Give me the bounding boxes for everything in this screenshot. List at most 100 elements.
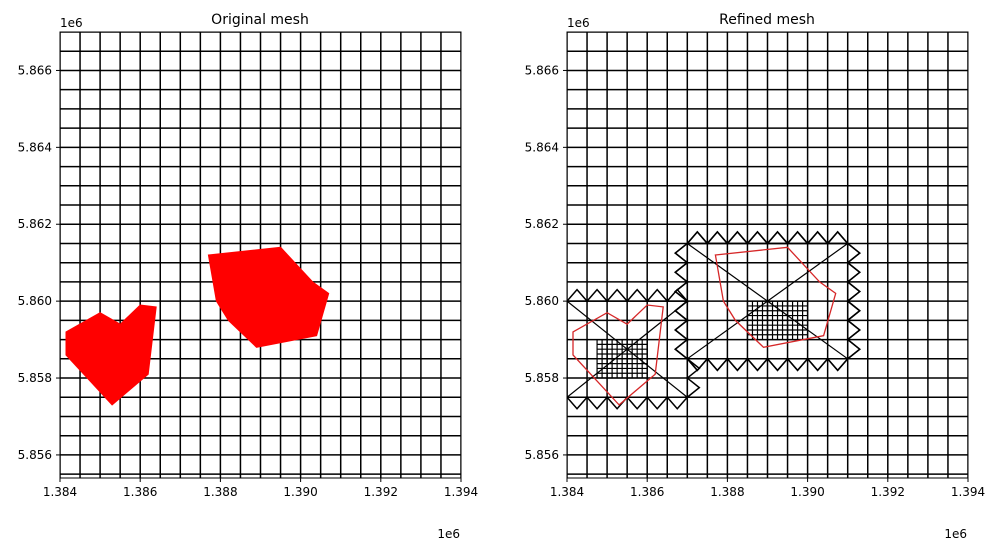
axes-frame bbox=[566, 31, 969, 479]
transition-triangle bbox=[686, 358, 708, 372]
transition-triangle bbox=[674, 262, 688, 283]
transition-triangle bbox=[807, 230, 829, 244]
x-tick-label: 1.392 bbox=[871, 485, 905, 499]
transition-triangle bbox=[706, 230, 728, 244]
y-tick-label: 5.858 bbox=[18, 371, 52, 385]
x-tick-label: 1.390 bbox=[283, 485, 317, 499]
y-offset-label: 1e6 bbox=[567, 16, 590, 30]
transition-triangle bbox=[726, 358, 749, 372]
tick-layer: 1.384 1.386 1.388 1.390 1.392 1.394 5.856 5.858… bbox=[525, 63, 986, 499]
transition-triangle bbox=[847, 262, 861, 283]
transition-triangle bbox=[674, 242, 688, 264]
x-tick-label: 1.384 bbox=[43, 485, 77, 499]
transition-triangle bbox=[606, 288, 628, 302]
transition-triangle bbox=[847, 339, 861, 360]
y-tick-label: 5.866 bbox=[18, 63, 52, 77]
transition-triangle bbox=[567, 339, 568, 359]
region-outline bbox=[714, 246, 837, 349]
transition-triangle bbox=[766, 230, 789, 244]
transition-triangle bbox=[786, 358, 809, 372]
x-tick-label: 1.386 bbox=[123, 485, 157, 499]
polygon-layer bbox=[65, 246, 330, 406]
transition-triangle bbox=[786, 230, 809, 244]
y-tick-label: 5.866 bbox=[525, 63, 559, 77]
y-tick-label: 5.862 bbox=[18, 217, 52, 231]
region-outline bbox=[572, 304, 664, 406]
x-offset-label: 1e6 bbox=[944, 527, 967, 541]
region-polygon bbox=[207, 246, 330, 348]
transition-triangle bbox=[706, 358, 728, 372]
transition-triangle bbox=[666, 396, 688, 410]
transition-triangle bbox=[674, 281, 688, 302]
transition-triangle bbox=[706, 230, 728, 244]
transition-triangle bbox=[686, 230, 708, 244]
transition-triangle bbox=[766, 358, 789, 372]
y-tick-label: 5.858 bbox=[525, 371, 559, 385]
transition-triangle bbox=[746, 230, 769, 244]
transition-triangle bbox=[847, 339, 861, 360]
transition-triangle bbox=[674, 300, 688, 321]
refined-diagonal bbox=[686, 242, 768, 302]
transition-triangle bbox=[674, 242, 688, 264]
transition-triangle bbox=[646, 396, 668, 410]
chart-title: Original mesh bbox=[211, 12, 309, 28]
y-tick-label: 5.864 bbox=[18, 140, 52, 154]
y-tick-label: 5.856 bbox=[525, 448, 559, 462]
transition-triangle bbox=[827, 230, 849, 244]
transition-triangle bbox=[847, 262, 861, 283]
transition-triangle bbox=[567, 396, 588, 410]
transition-triangle bbox=[726, 230, 749, 244]
transition-triangle bbox=[706, 358, 728, 372]
x-tick-label: 1.394 bbox=[951, 485, 985, 499]
axes-frame bbox=[59, 31, 462, 479]
transition-triangle bbox=[726, 358, 749, 372]
transition-triangle bbox=[674, 319, 688, 341]
transition-triangle bbox=[807, 358, 829, 372]
transition-triangle bbox=[766, 230, 789, 244]
transition-triangle bbox=[674, 339, 688, 360]
transition-triangle bbox=[827, 358, 849, 372]
transition-triangle bbox=[847, 300, 861, 321]
transition-triangle bbox=[746, 358, 769, 372]
transition-triangle bbox=[567, 288, 588, 302]
transition-triangle bbox=[686, 230, 708, 244]
transition-triangle bbox=[847, 319, 861, 341]
transition-triangle bbox=[746, 230, 769, 244]
transition-triangle bbox=[847, 242, 861, 264]
transition-triangle bbox=[646, 288, 668, 302]
x-tick-label: 1.392 bbox=[364, 485, 398, 499]
polygon-layer bbox=[572, 246, 837, 406]
transition-triangle bbox=[807, 230, 829, 244]
mesh-grid bbox=[60, 32, 461, 478]
x-tick-label: 1.388 bbox=[710, 485, 744, 499]
transition-triangle bbox=[786, 358, 809, 372]
y-tick-label: 5.856 bbox=[18, 448, 52, 462]
x-tick-label: 1.384 bbox=[550, 485, 584, 499]
transition-triangle bbox=[847, 281, 861, 302]
x-offset-label: 1e6 bbox=[437, 527, 460, 541]
transition-triangle bbox=[847, 281, 861, 302]
transition-triangle bbox=[766, 358, 789, 372]
y-tick-label: 5.860 bbox=[18, 294, 52, 308]
refined-mesh-panel: Refined mesh 1e6 1e6 1.384 1.386 1.388 1.39… bbox=[525, 12, 986, 541]
x-tick-label: 1.386 bbox=[630, 485, 664, 499]
transition-triangle bbox=[726, 230, 749, 244]
y-tick-label: 5.860 bbox=[525, 294, 559, 308]
transition-triangle bbox=[847, 242, 861, 264]
transition-triangle bbox=[586, 396, 608, 410]
transition-triangle bbox=[626, 396, 648, 410]
chart-title: Refined mesh bbox=[719, 12, 815, 28]
y-tick-label: 5.862 bbox=[525, 217, 559, 231]
transition-triangle bbox=[847, 319, 861, 341]
refined-mesh-layer bbox=[567, 230, 861, 410]
y-tick-label: 5.864 bbox=[525, 140, 559, 154]
transition-triangle bbox=[807, 358, 829, 372]
transition-triangle bbox=[786, 230, 809, 244]
x-tick-label: 1.388 bbox=[203, 485, 237, 499]
x-tick-label: 1.394 bbox=[444, 485, 478, 499]
region-polygon bbox=[65, 304, 157, 406]
transition-triangle bbox=[626, 288, 648, 302]
refined-diagonal bbox=[767, 242, 849, 302]
transition-triangle bbox=[847, 300, 861, 321]
